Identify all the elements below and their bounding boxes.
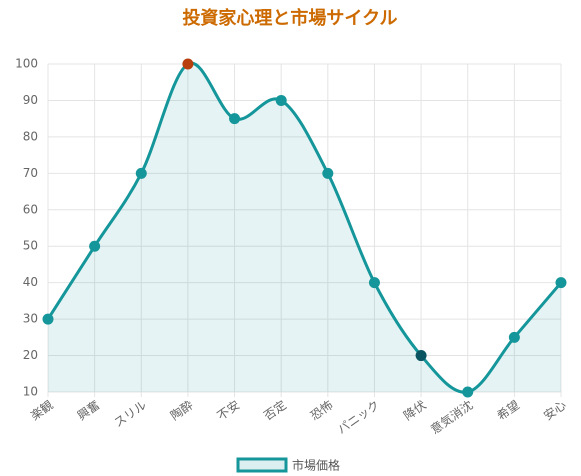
y-tick-label: 50 [23, 239, 38, 253]
point [275, 94, 287, 106]
y-tick-label: 40 [23, 275, 38, 289]
point [229, 113, 241, 125]
point [89, 240, 101, 252]
x-tick-label: 興奮 [74, 397, 102, 423]
legend-label: 市場価格 [292, 458, 340, 473]
y-tick-label: 80 [23, 129, 38, 143]
point [182, 58, 194, 70]
x-tick-label: パニック [335, 398, 382, 437]
chart-title: 投資家心理と市場サイクル [182, 7, 397, 29]
x-tick-label: スリル [111, 398, 149, 430]
y-tick-label: 10 [23, 385, 38, 399]
x-tick-label: 不安 [214, 397, 242, 423]
x-tick-label: 否定 [261, 397, 289, 423]
point [462, 386, 474, 398]
x-tick-label: 意気消沈 [428, 397, 476, 437]
legend-swatch [236, 457, 288, 473]
y-tick-label: 90 [23, 93, 38, 107]
point [415, 350, 427, 362]
point [508, 331, 520, 343]
y-tick-label: 30 [23, 312, 38, 326]
point [555, 277, 567, 289]
point [135, 167, 147, 179]
y-tick-label: 100 [15, 57, 38, 71]
x-tick-label: 安心 [540, 397, 568, 423]
x-tick-label: 楽観 [28, 398, 56, 423]
x-tick-label: 降伏 [401, 398, 429, 423]
area [48, 63, 561, 393]
point [322, 167, 334, 179]
x-tick-label: 希望 [494, 397, 522, 423]
y-tick-label: 60 [23, 202, 38, 216]
point [368, 277, 380, 289]
point [42, 313, 54, 325]
y-tick-label: 20 [23, 348, 38, 362]
y-tick-label: 70 [23, 166, 38, 180]
x-tick-label: 陶酔 [167, 397, 195, 423]
x-tick-label: 恐怖 [307, 397, 335, 423]
